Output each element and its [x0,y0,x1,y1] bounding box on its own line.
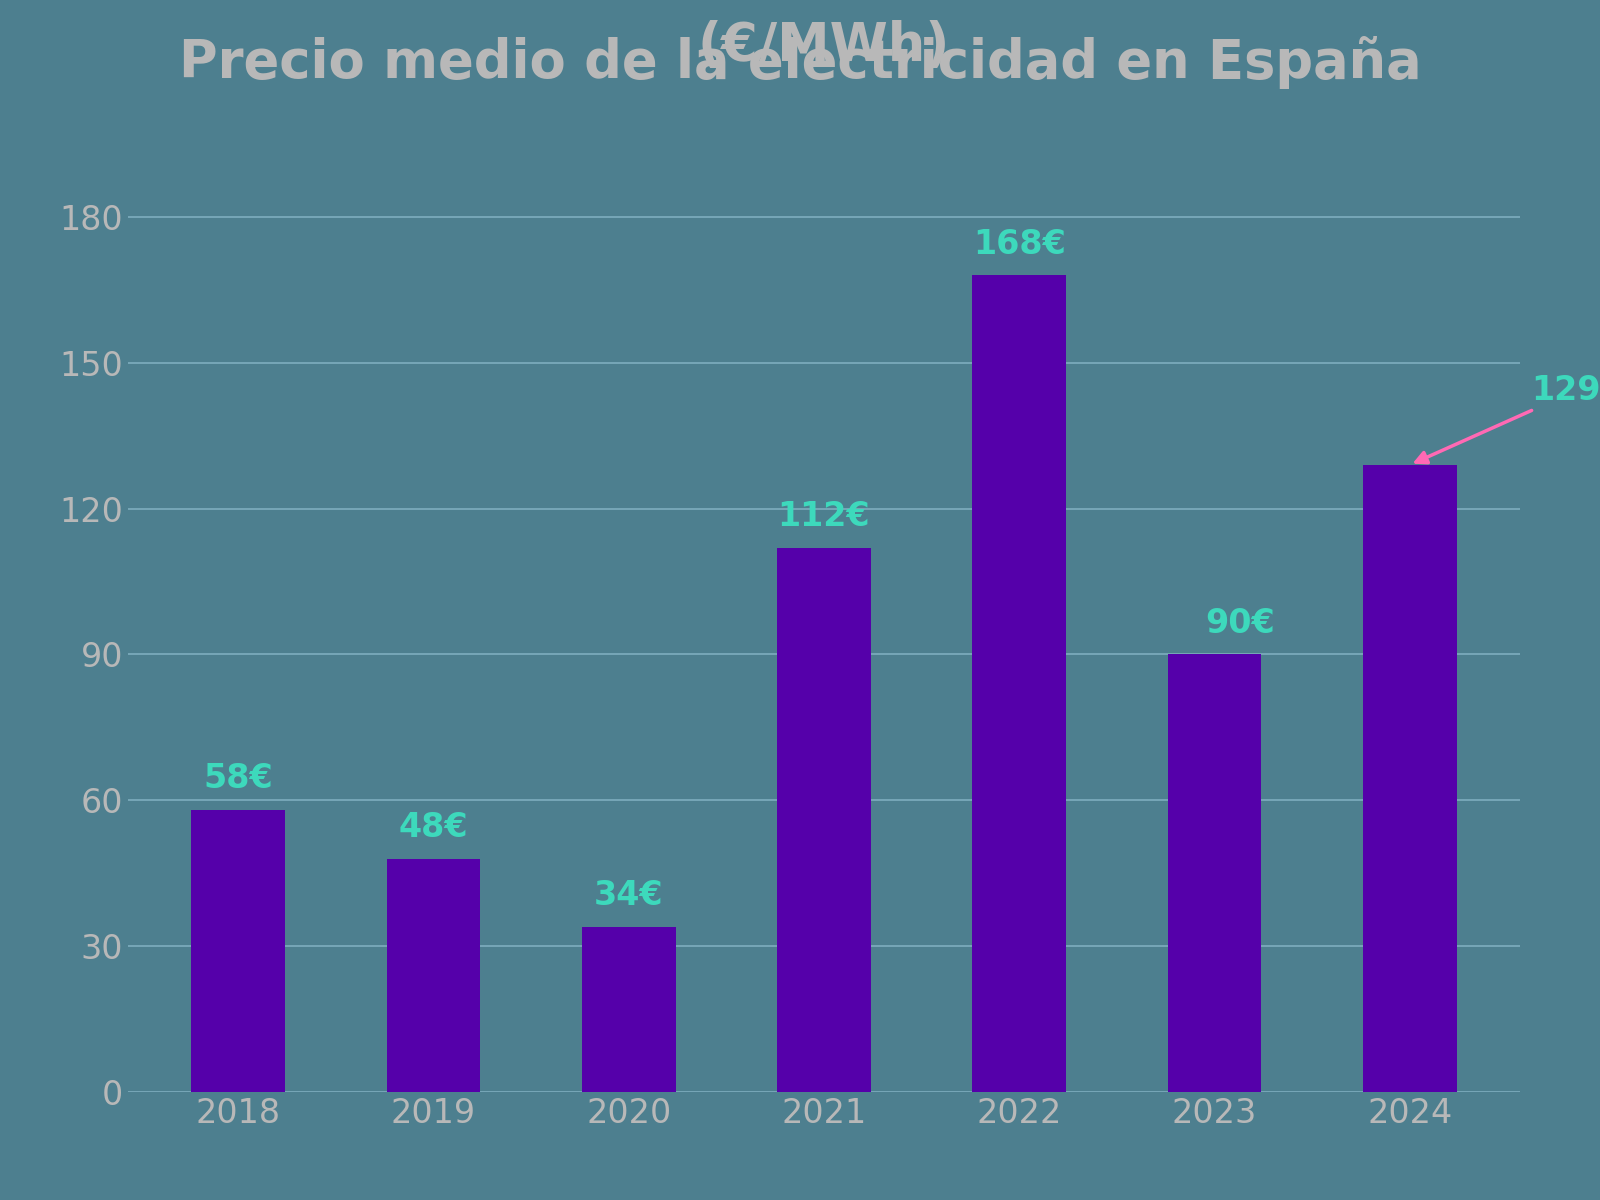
Bar [1168,654,1261,1092]
Bar [192,810,285,1092]
Bar [387,859,480,1092]
Text: 58€: 58€ [203,762,274,796]
Title: (€/MWh): (€/MWh) [698,19,950,72]
Bar [778,547,870,1092]
Text: 168€: 168€ [973,228,1066,260]
Text: Precio medio de la electricidad en España: Precio medio de la electricidad en Españ… [179,36,1421,89]
Text: 34€: 34€ [594,880,664,912]
Bar [1363,464,1456,1092]
Text: 112€: 112€ [778,500,870,533]
Bar [582,926,675,1092]
Bar [973,275,1066,1092]
Text: 129€: 129€ [1416,373,1600,463]
Text: 48€: 48€ [398,811,469,844]
Text: 90€: 90€ [1205,607,1275,640]
